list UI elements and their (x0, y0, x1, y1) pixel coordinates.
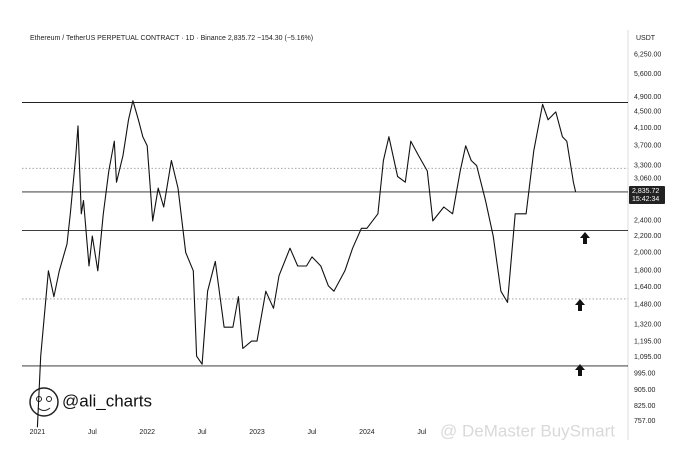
y-axis-unit: USDT (636, 35, 656, 42)
y-tick-label: 3,300.00 (634, 163, 661, 170)
x-tick-label: Jul (198, 429, 207, 436)
arrows (575, 232, 590, 376)
x-tick-label: Jul (88, 429, 97, 436)
y-tick-label: 2,200.00 (634, 233, 661, 240)
y-tick-label: 825.00 (634, 403, 656, 410)
x-tick-label: 2022 (139, 429, 155, 436)
y-tick-label: 5,600.00 (634, 71, 661, 78)
x-tick-label: 2024 (359, 429, 375, 436)
y-tick-label: 995.00 (634, 370, 656, 377)
y-tick-label: 1,640.00 (634, 284, 661, 291)
y-tick-label: 1,195.00 (634, 339, 661, 346)
y-tick-label: 6,250.00 (634, 52, 661, 59)
x-tick-label: 2021 (30, 429, 46, 436)
countdown: 15:42:34 (632, 196, 659, 203)
chart-title: Ethereum / TetherUS PERPETUAL CONTRACT ·… (30, 35, 313, 42)
y-tick-label: 4,100.00 (634, 125, 661, 132)
y-tick-label: 1,800.00 (634, 268, 661, 275)
price-badge (629, 185, 665, 204)
y-tick-label: 2,400.00 (634, 218, 661, 225)
y-tick-label: 4,500.00 (634, 109, 661, 116)
x-tick-label: Jul (417, 429, 426, 436)
y-tick-label: 757.00 (634, 418, 656, 425)
y-tick-label: 1,095.00 (634, 354, 661, 361)
y-tick-label: 905.00 (634, 387, 656, 394)
y-tick-label: 2,000.00 (634, 249, 661, 256)
handle: @ali_charts (62, 391, 152, 410)
x-tick-label: 2023 (249, 429, 265, 436)
avatar (29, 387, 59, 417)
y-tick-label: 3,060.00 (634, 176, 661, 183)
watermark: @ DeMaster BuySmart (440, 421, 615, 440)
x-tick-label: Jul (307, 429, 316, 436)
y-tick-label: 3,700.00 (634, 143, 661, 150)
y-tick-label: 1,480.00 (634, 302, 661, 309)
y-tick-label: 1,320.00 (634, 321, 661, 328)
last-price: 2,835.72 (632, 188, 659, 195)
price-line (36, 100, 577, 428)
y-tick-label: 4,900.00 (634, 94, 661, 101)
